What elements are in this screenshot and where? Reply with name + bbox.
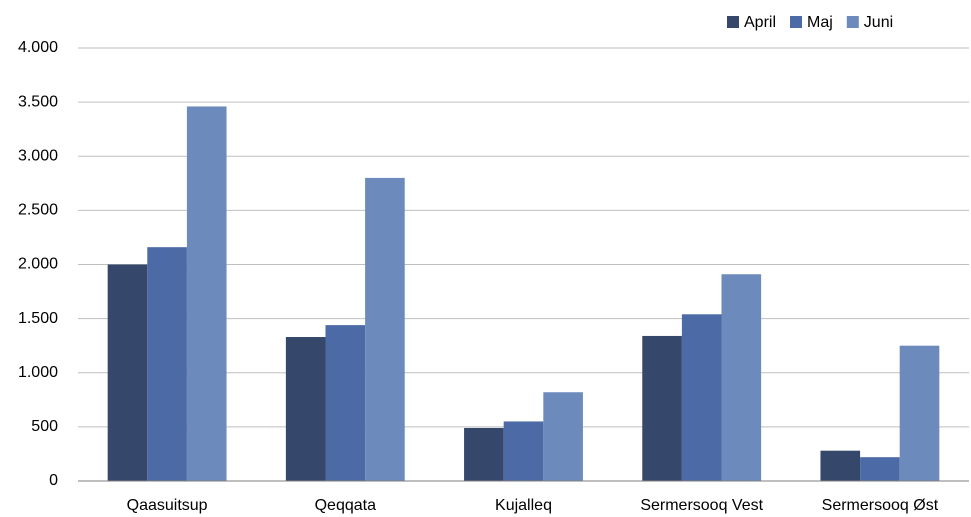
y-tick-label: 0 (49, 472, 58, 489)
bar (860, 457, 900, 481)
bar (464, 427, 504, 481)
bar (503, 421, 544, 481)
bar (642, 335, 682, 481)
bar (681, 314, 722, 481)
bar (285, 337, 326, 481)
x-tick-label: Qeqqata (315, 497, 376, 514)
bar (365, 177, 405, 481)
x-tick-label: Sermersooq Øst (822, 497, 939, 514)
bar (186, 106, 227, 481)
y-tick-label: 2.500 (18, 202, 58, 219)
y-tick-label: 4.000 (18, 39, 58, 56)
bar (325, 325, 366, 481)
y-tick-label: 500 (31, 418, 58, 435)
bar (820, 450, 861, 481)
y-tick-label: 3.000 (18, 147, 58, 164)
x-tick-label: Sermersooq Vest (640, 497, 763, 514)
legend-label: Maj (807, 14, 833, 31)
y-tick-label: 2.000 (18, 256, 58, 273)
y-tick-label: 1.000 (18, 364, 58, 381)
bar (543, 392, 583, 481)
y-tick-label: 3.500 (18, 93, 58, 110)
legend-swatch (790, 16, 803, 28)
bar (107, 264, 148, 481)
bar (899, 345, 940, 481)
bar (721, 274, 762, 481)
x-tick-label: Kujalleq (495, 497, 552, 514)
legend-swatch (727, 16, 739, 28)
bar (147, 247, 187, 481)
legend-label: April (744, 14, 776, 31)
legend-swatch (846, 16, 859, 28)
x-tick-label: Qaasuitsup (127, 497, 208, 514)
legend-label: Juni (864, 14, 893, 31)
y-tick-label: 1.500 (18, 310, 58, 327)
